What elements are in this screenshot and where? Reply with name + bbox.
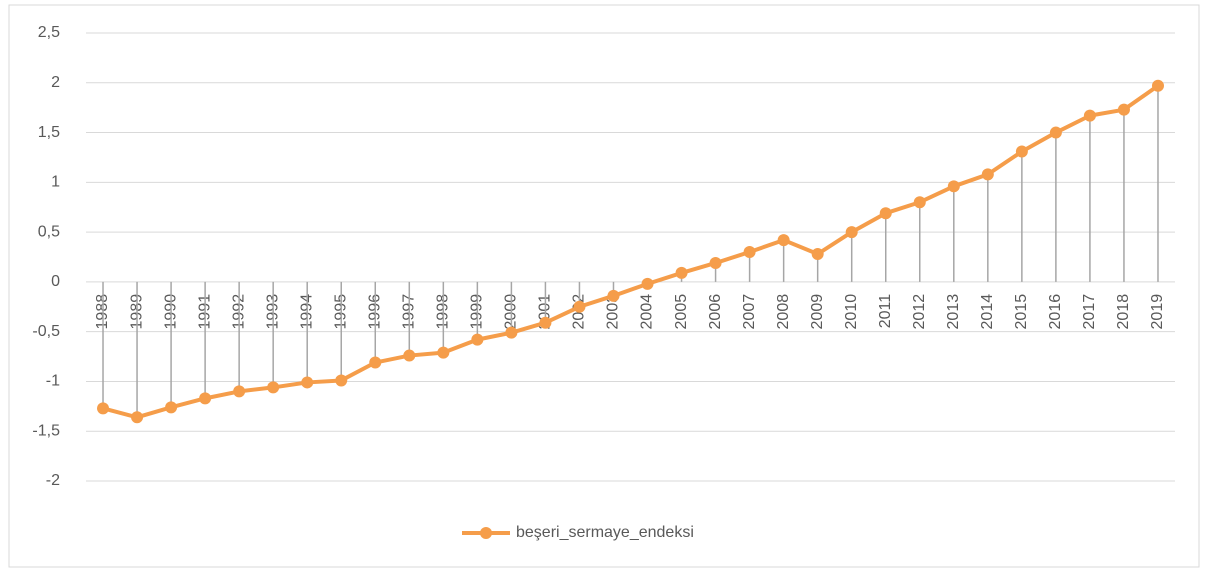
y-tick-label: -1,5 [32, 422, 60, 439]
point [369, 356, 382, 369]
point [301, 376, 314, 389]
x-tick-label: 2009 [809, 294, 826, 330]
y-tick-label: 1 [51, 174, 60, 191]
point [573, 300, 586, 313]
point [403, 349, 416, 362]
point [1117, 103, 1130, 116]
point [879, 207, 892, 220]
x-tick-label: 2014 [979, 294, 996, 330]
point [437, 346, 450, 359]
point [1015, 145, 1028, 158]
point [131, 411, 144, 424]
point [777, 234, 790, 247]
point [1083, 109, 1096, 122]
x-tick-label: 2017 [1081, 294, 1098, 330]
y-tick-label: -2 [46, 472, 60, 489]
x-tick-label: 2015 [1013, 294, 1030, 330]
point [845, 226, 858, 239]
point [709, 256, 722, 269]
point [539, 316, 552, 329]
point [267, 381, 280, 394]
point [913, 196, 926, 209]
x-tick-label: 2003 [605, 294, 622, 330]
x-tick-label: 2016 [1047, 294, 1064, 330]
point [471, 333, 484, 346]
x-tick-label: 2004 [639, 294, 656, 330]
x-tick-label: 2008 [775, 294, 792, 330]
x-tick-label: 2013 [945, 294, 962, 330]
x-tick-label: 2010 [843, 294, 860, 330]
y-tick-label: -1 [46, 373, 60, 390]
point [743, 246, 756, 259]
legend-marker [480, 527, 492, 539]
point [233, 385, 246, 398]
x-tick-label: 2006 [707, 294, 724, 330]
point [1151, 79, 1164, 92]
point [641, 277, 654, 290]
y-tick-label: 0,5 [38, 223, 60, 240]
point [97, 402, 110, 415]
x-tick-label: 2018 [1115, 294, 1132, 330]
point [811, 248, 824, 261]
point [675, 266, 688, 279]
y-tick-label: 1,5 [38, 124, 60, 141]
point [165, 401, 178, 414]
x-tick-label: 2012 [911, 294, 928, 330]
y-tick-label: 2,5 [38, 24, 60, 41]
x-tick-label: 2007 [741, 294, 758, 330]
x-tick-label: 2005 [673, 294, 690, 330]
point [199, 392, 212, 405]
legend-label: beşeri_sermaye_endeksi [516, 524, 694, 541]
x-tick-label: 2011 [877, 294, 894, 329]
point [1049, 126, 1062, 139]
y-tick-label: -0,5 [32, 323, 60, 340]
y-tick-label: 0 [51, 273, 60, 290]
point [505, 326, 518, 339]
y-tick-label: 2 [51, 74, 60, 91]
point [335, 374, 348, 387]
chart-border [8, 4, 1200, 568]
point [947, 180, 960, 193]
point [981, 168, 994, 181]
point [607, 289, 620, 302]
x-tick-label: 2019 [1149, 294, 1166, 330]
